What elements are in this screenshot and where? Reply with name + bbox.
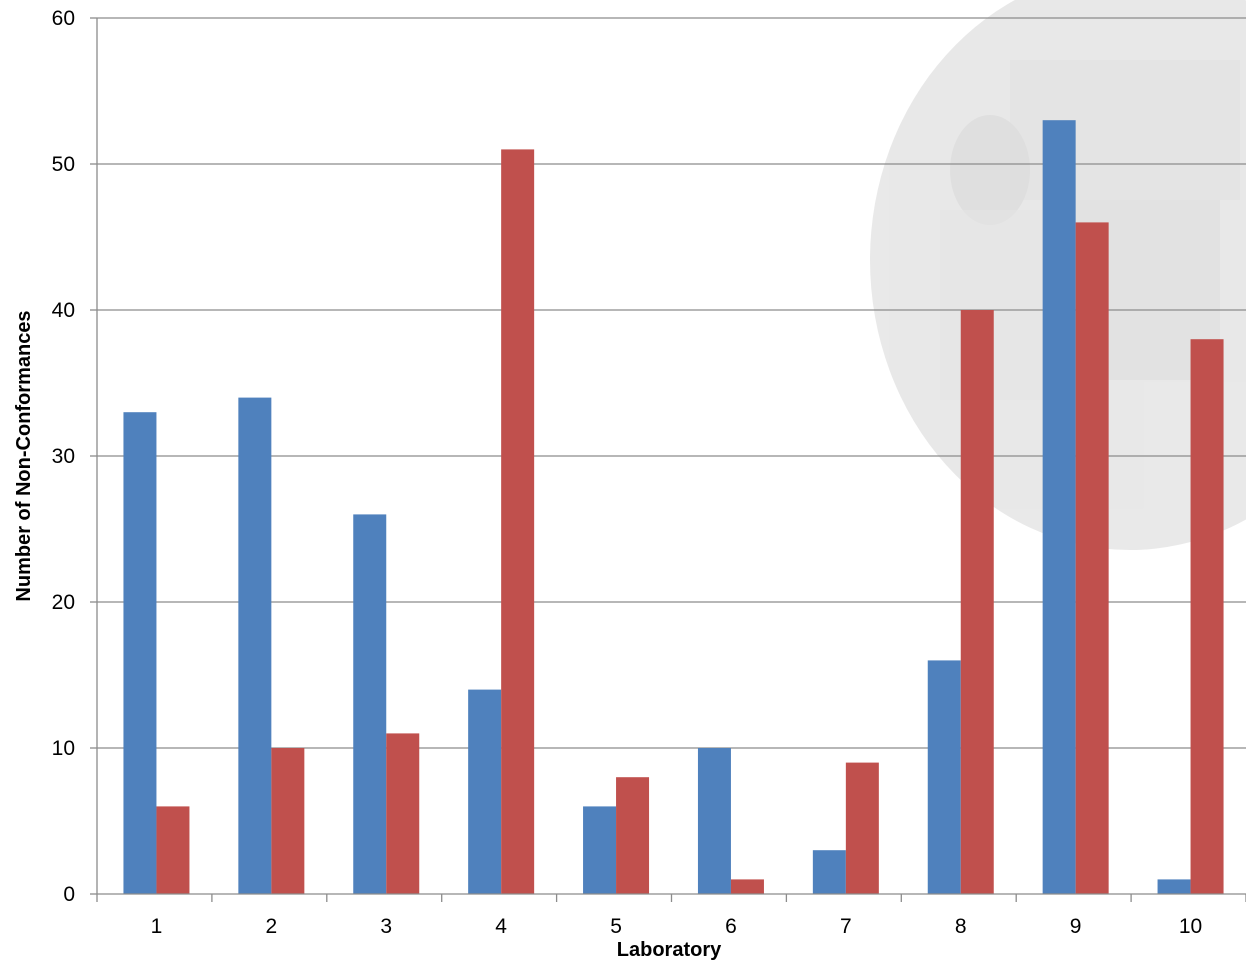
bar-series2-lab2 bbox=[271, 748, 305, 894]
y-tick-label: 60 bbox=[52, 7, 75, 30]
y-tick-label: 0 bbox=[63, 883, 75, 906]
x-tick-label: 3 bbox=[380, 915, 392, 938]
y-tick-label: 10 bbox=[52, 737, 75, 760]
y-tick-label: 20 bbox=[52, 591, 75, 614]
bar-series2-lab9 bbox=[1075, 222, 1109, 894]
bar-series1-lab3 bbox=[353, 514, 387, 894]
y-tick-label: 30 bbox=[52, 445, 75, 468]
bar-series1-lab4 bbox=[468, 689, 502, 894]
axes: 0 10 20 30 40 50 60 1 2 3 4 5 6 7 8 9 10 bbox=[52, 7, 1246, 938]
bar-series2-lab3 bbox=[386, 733, 420, 894]
y-axis-title: Number of Non-Conformances bbox=[13, 310, 35, 601]
bar-series2-lab4 bbox=[501, 149, 535, 894]
bar-series2-lab7 bbox=[845, 762, 879, 894]
x-tick-label: 8 bbox=[955, 915, 967, 938]
y-tick-label: 40 bbox=[52, 299, 75, 322]
x-tick-label: 9 bbox=[1070, 915, 1082, 938]
bar-series2-lab5 bbox=[616, 777, 650, 894]
bar-series1-lab10 bbox=[1157, 879, 1191, 894]
bar-series1-lab5 bbox=[583, 806, 617, 894]
bar-series1-lab8 bbox=[927, 660, 961, 894]
x-tick-label: 10 bbox=[1179, 915, 1202, 938]
x-tick-label: 5 bbox=[610, 915, 622, 938]
bar-series1-lab6 bbox=[697, 748, 731, 894]
y-tick-label: 50 bbox=[52, 153, 75, 176]
bar-series1-lab2 bbox=[238, 397, 272, 894]
bars bbox=[123, 120, 1224, 894]
bar-series1-lab9 bbox=[1042, 120, 1076, 894]
x-tick-label: 7 bbox=[840, 915, 852, 938]
bar-series1-lab7 bbox=[812, 850, 846, 894]
x-tick-label: 4 bbox=[495, 915, 507, 938]
bar-series2-lab10 bbox=[1190, 339, 1224, 894]
bar-series1-lab1 bbox=[123, 412, 157, 894]
bar-series2-lab6 bbox=[730, 879, 764, 894]
x-tick-label: 1 bbox=[151, 915, 163, 938]
x-tick-label: 6 bbox=[725, 915, 737, 938]
bar-series2-lab1 bbox=[156, 806, 190, 894]
x-axis-title: Laboratory bbox=[617, 939, 722, 960]
bar-series2-lab8 bbox=[960, 310, 994, 894]
x-tick-label: 2 bbox=[266, 915, 278, 938]
